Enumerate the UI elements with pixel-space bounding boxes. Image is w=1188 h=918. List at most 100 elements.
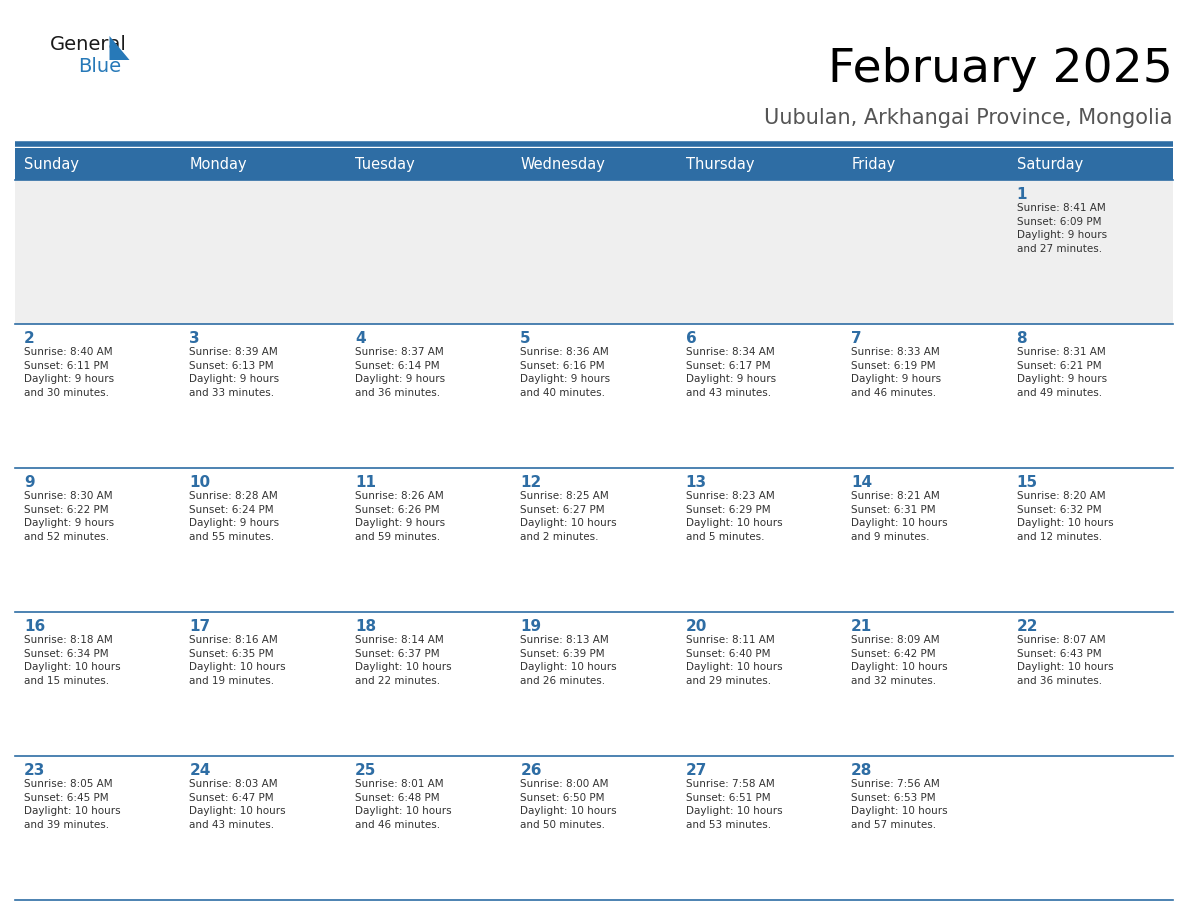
Text: Thursday: Thursday — [685, 156, 754, 172]
Bar — [15, 756, 181, 900]
Text: Sunrise: 8:14 AM
Sunset: 6:37 PM
Daylight: 10 hours
and 22 minutes.: Sunrise: 8:14 AM Sunset: 6:37 PM Dayligh… — [355, 635, 451, 686]
Bar — [181, 180, 346, 324]
Text: 18: 18 — [355, 619, 375, 634]
Text: 12: 12 — [520, 475, 542, 490]
Text: Sunrise: 8:20 AM
Sunset: 6:32 PM
Daylight: 10 hours
and 12 minutes.: Sunrise: 8:20 AM Sunset: 6:32 PM Dayligh… — [1017, 491, 1113, 542]
Text: Sunrise: 8:36 AM
Sunset: 6:16 PM
Daylight: 9 hours
and 40 minutes.: Sunrise: 8:36 AM Sunset: 6:16 PM Dayligh… — [520, 347, 611, 397]
Bar — [346, 180, 511, 324]
Bar — [842, 180, 1007, 324]
Text: Sunrise: 8:25 AM
Sunset: 6:27 PM
Daylight: 10 hours
and 2 minutes.: Sunrise: 8:25 AM Sunset: 6:27 PM Dayligh… — [520, 491, 617, 542]
Text: Sunrise: 8:05 AM
Sunset: 6:45 PM
Daylight: 10 hours
and 39 minutes.: Sunrise: 8:05 AM Sunset: 6:45 PM Dayligh… — [24, 779, 121, 830]
Bar — [842, 612, 1007, 756]
Bar — [346, 468, 511, 612]
Bar — [181, 756, 346, 900]
Text: Tuesday: Tuesday — [355, 156, 415, 172]
Text: 17: 17 — [189, 619, 210, 634]
Text: Saturday: Saturday — [1017, 156, 1082, 172]
Text: Uubulan, Arkhangai Province, Mongolia: Uubulan, Arkhangai Province, Mongolia — [765, 108, 1173, 128]
Bar — [677, 324, 842, 468]
Bar — [1007, 612, 1173, 756]
Text: Sunrise: 8:30 AM
Sunset: 6:22 PM
Daylight: 9 hours
and 52 minutes.: Sunrise: 8:30 AM Sunset: 6:22 PM Dayligh… — [24, 491, 114, 542]
Bar — [181, 468, 346, 612]
Text: 4: 4 — [355, 331, 366, 346]
Text: Sunrise: 8:33 AM
Sunset: 6:19 PM
Daylight: 9 hours
and 46 minutes.: Sunrise: 8:33 AM Sunset: 6:19 PM Dayligh… — [851, 347, 941, 397]
Text: 1: 1 — [1017, 187, 1028, 202]
Bar — [677, 612, 842, 756]
Bar — [181, 324, 346, 468]
Text: Sunrise: 7:58 AM
Sunset: 6:51 PM
Daylight: 10 hours
and 53 minutes.: Sunrise: 7:58 AM Sunset: 6:51 PM Dayligh… — [685, 779, 783, 830]
Bar — [511, 612, 677, 756]
Bar — [15, 324, 181, 468]
Text: Sunrise: 8:00 AM
Sunset: 6:50 PM
Daylight: 10 hours
and 50 minutes.: Sunrise: 8:00 AM Sunset: 6:50 PM Dayligh… — [520, 779, 617, 830]
Text: Sunday: Sunday — [24, 156, 78, 172]
Bar — [511, 468, 677, 612]
Text: Sunrise: 8:40 AM
Sunset: 6:11 PM
Daylight: 9 hours
and 30 minutes.: Sunrise: 8:40 AM Sunset: 6:11 PM Dayligh… — [24, 347, 114, 397]
Bar — [511, 180, 677, 324]
Text: 20: 20 — [685, 619, 707, 634]
Text: 26: 26 — [520, 763, 542, 778]
Text: 9: 9 — [24, 475, 34, 490]
Text: Sunrise: 8:26 AM
Sunset: 6:26 PM
Daylight: 9 hours
and 59 minutes.: Sunrise: 8:26 AM Sunset: 6:26 PM Dayligh… — [355, 491, 446, 542]
Text: 22: 22 — [1017, 619, 1038, 634]
Text: 24: 24 — [189, 763, 210, 778]
Text: General: General — [50, 35, 127, 54]
Bar — [181, 612, 346, 756]
Text: Sunrise: 8:21 AM
Sunset: 6:31 PM
Daylight: 10 hours
and 9 minutes.: Sunrise: 8:21 AM Sunset: 6:31 PM Dayligh… — [851, 491, 948, 542]
Bar — [346, 324, 511, 468]
Text: 19: 19 — [520, 619, 542, 634]
Polygon shape — [109, 36, 129, 60]
Bar — [842, 324, 1007, 468]
Bar — [15, 468, 181, 612]
Text: 5: 5 — [520, 331, 531, 346]
Bar — [677, 756, 842, 900]
Text: 7: 7 — [851, 331, 861, 346]
Bar — [842, 148, 1007, 180]
Text: 8: 8 — [1017, 331, 1028, 346]
Bar — [15, 612, 181, 756]
Text: 28: 28 — [851, 763, 872, 778]
Text: Sunrise: 8:01 AM
Sunset: 6:48 PM
Daylight: 10 hours
and 46 minutes.: Sunrise: 8:01 AM Sunset: 6:48 PM Dayligh… — [355, 779, 451, 830]
Text: 21: 21 — [851, 619, 872, 634]
Text: Sunrise: 8:18 AM
Sunset: 6:34 PM
Daylight: 10 hours
and 15 minutes.: Sunrise: 8:18 AM Sunset: 6:34 PM Dayligh… — [24, 635, 121, 686]
Text: 6: 6 — [685, 331, 696, 346]
Bar — [842, 468, 1007, 612]
Bar — [15, 180, 181, 324]
Text: 27: 27 — [685, 763, 707, 778]
Text: Sunrise: 8:34 AM
Sunset: 6:17 PM
Daylight: 9 hours
and 43 minutes.: Sunrise: 8:34 AM Sunset: 6:17 PM Dayligh… — [685, 347, 776, 397]
Bar — [346, 148, 511, 180]
Text: 13: 13 — [685, 475, 707, 490]
Text: Wednesday: Wednesday — [520, 156, 605, 172]
Bar — [677, 468, 842, 612]
Bar — [346, 612, 511, 756]
Text: Friday: Friday — [851, 156, 896, 172]
Bar — [677, 148, 842, 180]
Text: Sunrise: 8:37 AM
Sunset: 6:14 PM
Daylight: 9 hours
and 36 minutes.: Sunrise: 8:37 AM Sunset: 6:14 PM Dayligh… — [355, 347, 446, 397]
Text: Sunrise: 8:39 AM
Sunset: 6:13 PM
Daylight: 9 hours
and 33 minutes.: Sunrise: 8:39 AM Sunset: 6:13 PM Dayligh… — [189, 347, 279, 397]
Bar — [511, 756, 677, 900]
Text: Sunrise: 8:07 AM
Sunset: 6:43 PM
Daylight: 10 hours
and 36 minutes.: Sunrise: 8:07 AM Sunset: 6:43 PM Dayligh… — [1017, 635, 1113, 686]
Text: Sunrise: 7:56 AM
Sunset: 6:53 PM
Daylight: 10 hours
and 57 minutes.: Sunrise: 7:56 AM Sunset: 6:53 PM Dayligh… — [851, 779, 948, 830]
Text: 25: 25 — [355, 763, 377, 778]
Text: Sunrise: 8:03 AM
Sunset: 6:47 PM
Daylight: 10 hours
and 43 minutes.: Sunrise: 8:03 AM Sunset: 6:47 PM Dayligh… — [189, 779, 286, 830]
Text: Sunrise: 8:11 AM
Sunset: 6:40 PM
Daylight: 10 hours
and 29 minutes.: Sunrise: 8:11 AM Sunset: 6:40 PM Dayligh… — [685, 635, 783, 686]
Text: 3: 3 — [189, 331, 200, 346]
Text: Sunrise: 8:31 AM
Sunset: 6:21 PM
Daylight: 9 hours
and 49 minutes.: Sunrise: 8:31 AM Sunset: 6:21 PM Dayligh… — [1017, 347, 1107, 397]
Text: 2: 2 — [24, 331, 34, 346]
Text: 10: 10 — [189, 475, 210, 490]
Bar — [181, 148, 346, 180]
Bar — [842, 756, 1007, 900]
Text: 23: 23 — [24, 763, 45, 778]
Text: Monday: Monday — [189, 156, 247, 172]
Bar — [511, 324, 677, 468]
Bar — [1007, 148, 1173, 180]
Text: 15: 15 — [1017, 475, 1037, 490]
Bar — [346, 756, 511, 900]
Text: Sunrise: 8:28 AM
Sunset: 6:24 PM
Daylight: 9 hours
and 55 minutes.: Sunrise: 8:28 AM Sunset: 6:24 PM Dayligh… — [189, 491, 279, 542]
Bar — [1007, 468, 1173, 612]
Text: February 2025: February 2025 — [828, 48, 1173, 93]
Text: 11: 11 — [355, 475, 375, 490]
Text: 16: 16 — [24, 619, 45, 634]
Bar — [1007, 756, 1173, 900]
Text: Sunrise: 8:23 AM
Sunset: 6:29 PM
Daylight: 10 hours
and 5 minutes.: Sunrise: 8:23 AM Sunset: 6:29 PM Dayligh… — [685, 491, 783, 542]
Bar — [511, 148, 677, 180]
